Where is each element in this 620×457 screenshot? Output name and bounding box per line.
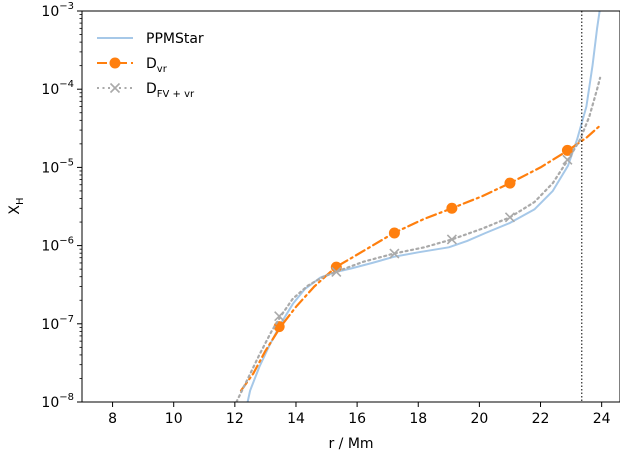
legend-label: Dvr [146,56,168,75]
series-line-2 [235,76,602,402]
y-tick-label: 10−7 [41,314,74,333]
series-1 [239,125,600,392]
x-tick-label: 8 [108,411,117,427]
point-marker [562,154,573,165]
point-marker [331,266,342,278]
legend: PPMStar Dvr DFV + vr [97,31,204,100]
y-tick-label: 10−6 [41,236,74,255]
x-axis-label: r / Mm [328,436,373,452]
x-tick-label: 18 [409,411,427,427]
x-tick-label: 10 [165,411,183,427]
point-marker [504,177,516,189]
series-layer [235,11,602,402]
y-tick-label: 10−5 [41,157,74,176]
y-tick-label: 10−3 [41,1,74,20]
x-tick-label: 12 [226,411,244,427]
legend-label: PPMStar [146,31,204,47]
y-tick-label: 10−8 [41,392,74,411]
x-tick-label: 20 [470,411,488,427]
x-axis: 8 10 12 14 16 18 20 22 24 [108,402,611,427]
point-marker [446,234,457,245]
x-tick-label: 22 [532,411,550,427]
series-0 [246,11,601,402]
plot-frame [81,10,620,403]
legend-marker [109,82,121,94]
y-axis: 10−8 10−7 10−6 10−5 10−4 10−3 [41,1,82,411]
point-marker [504,212,516,223]
x-tick-label: 24 [593,411,611,427]
point-marker [446,202,458,214]
x-tick-label: 16 [348,411,366,427]
series-2 [235,76,602,402]
point-marker [389,248,400,259]
y-axis-label: XH [7,197,26,214]
legend-label: DFV + vr [146,81,195,100]
point-marker [561,144,573,156]
legend-marker [109,57,121,69]
x-tick-label: 14 [287,411,305,427]
point-marker [388,227,400,239]
series-line-0 [246,11,601,402]
series-line-1 [239,125,600,392]
point-marker [274,311,285,322]
y-tick-label: 10−4 [41,79,74,98]
